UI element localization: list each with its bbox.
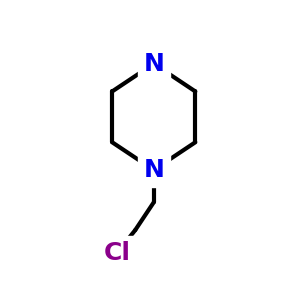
Text: Cl: Cl — [103, 241, 130, 265]
Text: N: N — [143, 158, 164, 182]
Text: N: N — [143, 52, 164, 76]
